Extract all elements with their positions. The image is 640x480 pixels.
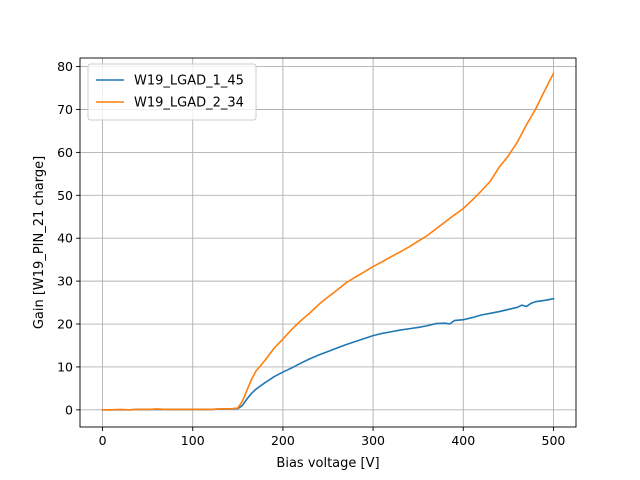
legend-box [87,63,257,121]
legend: W19_LGAD_1_45 W19_LGAD_2_34 [87,63,257,121]
y-tick-label: 0 [65,402,73,417]
x-tick-label: 0 [99,433,107,448]
y-axis-label: Gain [W19_PIN_21 charge] [32,156,47,329]
y-tick-label: 30 [57,274,73,289]
legend-entry: W19_LGAD_1_45 [134,74,244,89]
x-tick-label: 400 [451,433,475,448]
y-tick-label: 20 [57,317,73,332]
y-tick-label: 10 [57,359,73,374]
legend-entry: W19_LGAD_2_34 [134,96,244,111]
y-tick-label: 50 [57,188,73,203]
y-tick-label: 60 [57,145,73,160]
y-tick-label: 80 [57,59,73,74]
series-layer [101,72,555,411]
x-tick-label: 300 [361,433,385,448]
x-axis-label: Bias voltage [V] [276,456,379,471]
y-tick-label: 70 [57,102,73,117]
series-line-2 [101,72,555,411]
y-axis-ticks: 0 10 20 30 40 50 60 70 80 [57,59,80,417]
x-tick-label: 500 [542,433,566,448]
x-axis-ticks: 0 100 200 300 400 500 [99,427,566,448]
x-tick-label: 100 [181,433,205,448]
x-tick-label: 200 [271,433,295,448]
y-tick-label: 40 [57,231,73,246]
grid [80,58,576,427]
plot-frame [79,57,577,428]
